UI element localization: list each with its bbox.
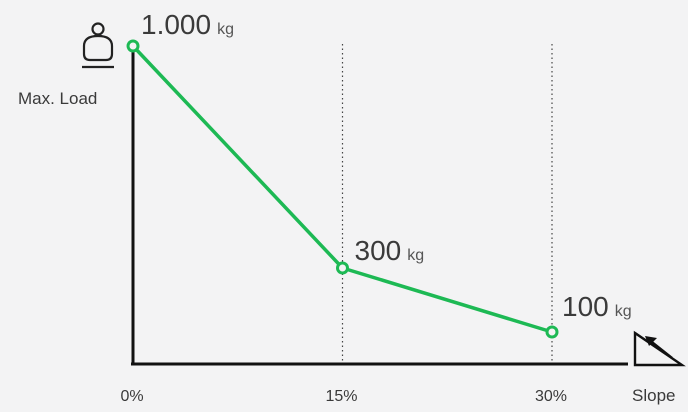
x-tick-label: 30% xyxy=(535,388,567,405)
data-points xyxy=(126,39,559,339)
data-point xyxy=(545,325,559,339)
x-tick-label: 0% xyxy=(120,388,143,405)
data-label: 1.000 kg xyxy=(141,9,234,40)
data-point xyxy=(126,39,140,53)
x-axis-label: Slope xyxy=(632,386,675,405)
y-axis-label: Max. Load xyxy=(18,89,97,108)
data-labels: 1.000 kg 300 kg 100 kg xyxy=(141,9,632,322)
data-label: 100 kg xyxy=(562,291,632,322)
data-point xyxy=(336,261,349,275)
grid-lines xyxy=(341,44,553,362)
load-weight-icon xyxy=(82,22,114,69)
x-tick-label: 15% xyxy=(325,388,357,405)
slope-triangle-icon xyxy=(633,330,686,367)
x-tick-labels: 0% 15% 30% xyxy=(120,388,567,405)
data-label: 300 kg xyxy=(355,235,425,266)
